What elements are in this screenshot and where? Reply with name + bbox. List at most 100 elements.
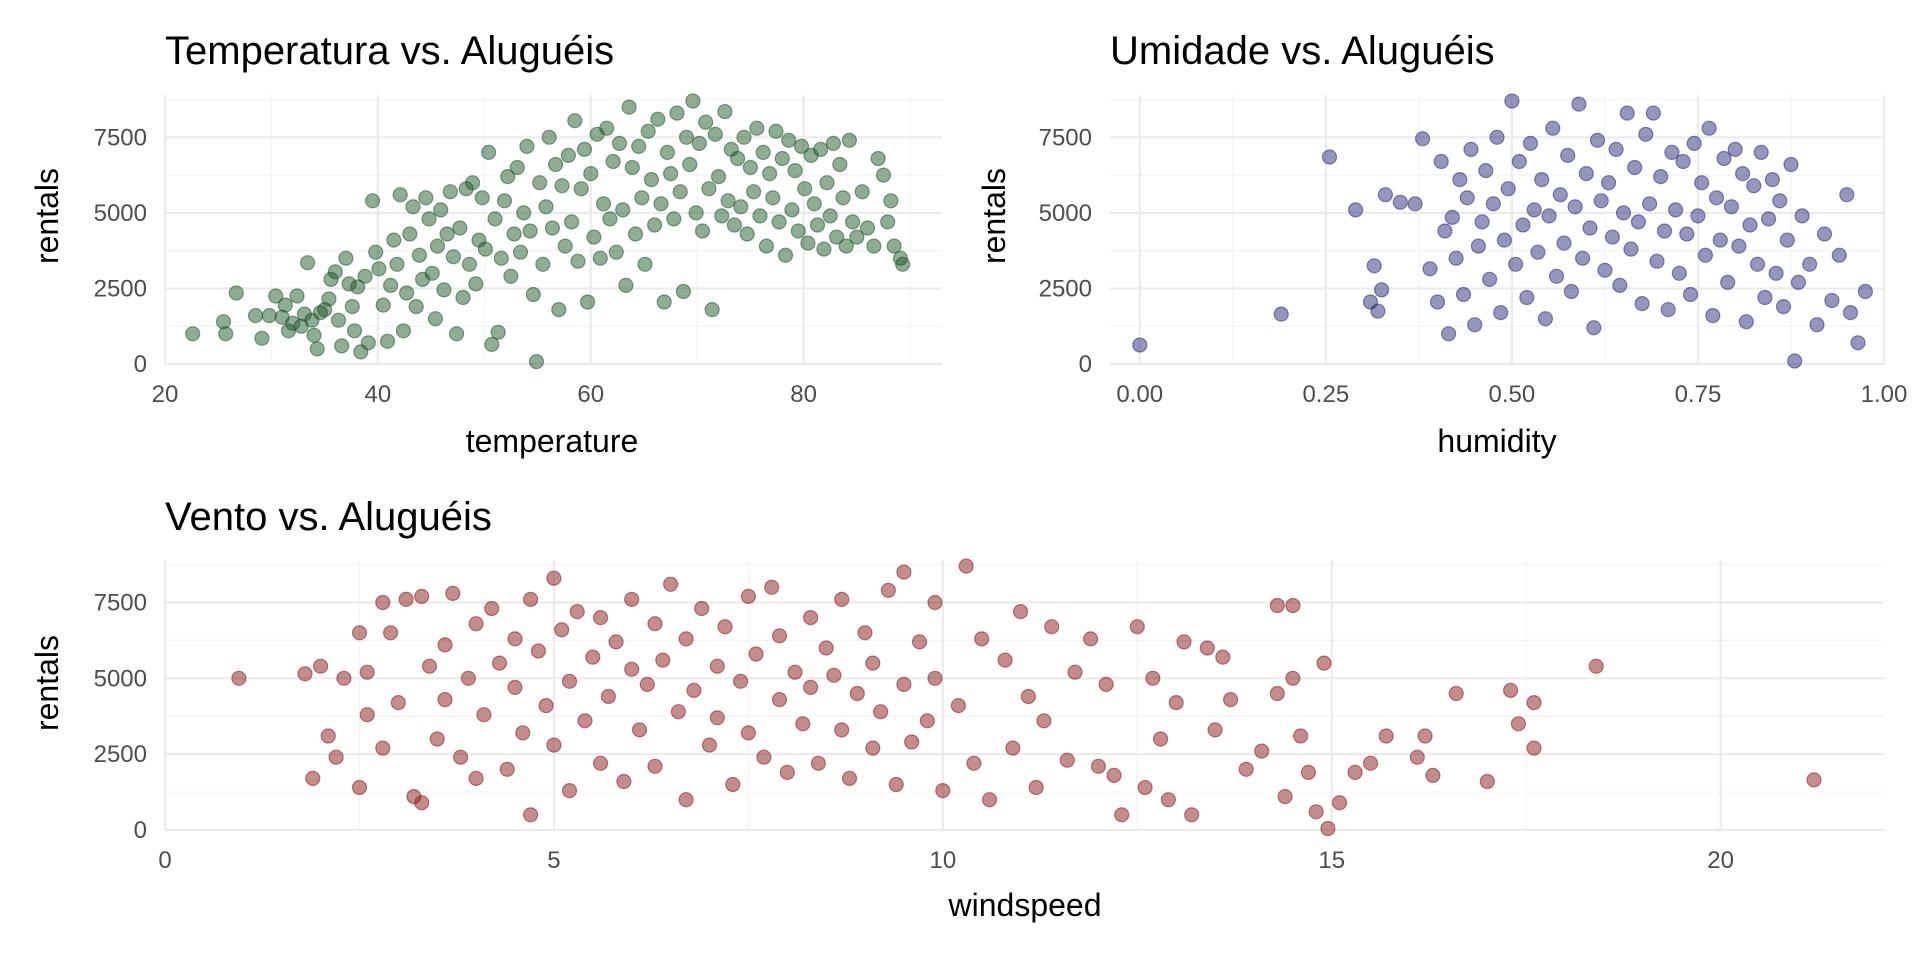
windspeed-data-point	[585, 649, 601, 665]
windspeed-data-point	[732, 673, 749, 689]
temperature-data-point	[289, 288, 305, 304]
temperature-data-point	[599, 120, 615, 136]
humidity-data-point	[1768, 265, 1784, 281]
humidity-x-tick-label: 0.25	[1302, 381, 1349, 408]
temperature-data-point	[481, 144, 497, 160]
windspeed-grid	[163, 560, 1884, 832]
temperature-data-point	[595, 196, 612, 212]
windspeed-data-point	[1409, 749, 1425, 765]
humidity-y-tick-label: 0	[1079, 351, 1092, 378]
windspeed-data-point	[748, 646, 764, 662]
temperature-data-point	[790, 223, 806, 239]
windspeed-data-point	[1067, 664, 1083, 680]
windspeed-data-point	[569, 603, 585, 620]
windspeed-data-point	[453, 749, 469, 765]
temperature-data-point	[688, 205, 704, 221]
windspeed-data-point	[1160, 792, 1177, 808]
humidity-data-point	[1831, 247, 1847, 263]
humidity-data-point	[1749, 256, 1766, 272]
temperature-data-point	[800, 235, 816, 251]
windspeed-data-point	[320, 728, 336, 744]
windspeed-data-point	[1292, 728, 1309, 744]
temperature-data-point	[675, 283, 692, 300]
temperature-data-point	[461, 256, 477, 272]
windspeed-data-point	[1300, 764, 1317, 781]
temperature-data-point	[519, 138, 535, 154]
windspeed-data-point	[468, 770, 484, 787]
humidity-data-point	[1645, 105, 1661, 121]
humidity-data-point	[1392, 194, 1408, 210]
humidity-data-point	[1824, 292, 1840, 309]
temperature-data-point	[828, 229, 845, 245]
temperature-data-point	[402, 226, 418, 242]
temperature-data-point	[627, 226, 644, 242]
windspeed-data-point	[865, 655, 881, 671]
humidity-data-point	[1705, 308, 1721, 324]
humidity-y-tick-label: 7500	[1039, 124, 1092, 151]
temperature-data-point	[816, 241, 832, 257]
temperature-data-point	[793, 138, 810, 154]
temperature-data-point	[544, 220, 561, 236]
temperature-data-point	[218, 326, 234, 342]
temperature-data-point	[379, 333, 396, 349]
temperature-data-point	[640, 123, 656, 139]
humidity-data-point	[1764, 172, 1781, 188]
windspeed-data-point	[647, 616, 663, 632]
temperature-data-point	[439, 226, 455, 242]
temperature-data-point	[365, 193, 381, 209]
humidity-data-point	[1321, 149, 1338, 165]
windspeed-data-point	[1090, 758, 1107, 774]
windspeed-data-point	[1269, 597, 1285, 614]
humidity-x-tick-label: 0.75	[1675, 381, 1722, 408]
humidity-data-point	[1694, 175, 1710, 191]
humidity-data-point	[1850, 335, 1866, 351]
temperature-data-point	[777, 247, 794, 263]
humidity-data-point	[1790, 274, 1807, 290]
windspeed-data-point	[709, 658, 725, 674]
temperature-data-point	[643, 172, 660, 188]
windspeed-data-point	[631, 722, 648, 738]
temperature-data-point	[765, 190, 781, 206]
humidity-data-point	[1534, 172, 1550, 188]
temperature-data-point	[309, 341, 325, 357]
windspeed-data-point	[421, 658, 438, 674]
windspeed-data-point	[779, 764, 795, 781]
windspeed-x-axis-label: windspeed	[948, 887, 1102, 923]
temperature-data-point	[787, 163, 803, 179]
humidity-data-point	[1444, 209, 1460, 225]
windspeed-data-point	[600, 688, 617, 705]
temperature-data-point	[835, 190, 851, 206]
temperature-data-point	[247, 308, 264, 324]
temperature-data-point	[749, 120, 765, 136]
humidity-data-point	[1556, 235, 1572, 251]
temperature-data-point	[844, 214, 861, 230]
windspeed-data-point	[1479, 773, 1495, 790]
windspeed-data-point	[546, 570, 562, 586]
humidity-data-point	[1794, 208, 1810, 224]
windspeed-data-point	[662, 576, 679, 592]
temperature-data-point	[637, 256, 653, 272]
humidity-ticks: 0.00 0.25 0.50 0.75 1.00 0 2500 5000 7500	[1039, 124, 1908, 408]
humidity-data-point	[1660, 302, 1676, 318]
humidity-data-point	[1772, 193, 1788, 209]
windspeed-data-point	[375, 740, 391, 756]
humidity-panel: 0.00 0.25 0.50 0.75 1.00 0 2500 5000 7500 Umidad…	[976, 29, 1907, 459]
temperature-data-point	[883, 193, 899, 209]
windspeed-data-point	[1347, 764, 1363, 781]
humidity-data-point	[1545, 120, 1561, 136]
humidity-data-point	[1563, 283, 1580, 300]
windspeed-data-point	[670, 704, 687, 720]
temperature-data-point	[729, 150, 746, 167]
temperature-data-point	[346, 323, 363, 339]
temperature-data-point	[586, 229, 602, 245]
windspeed-data-point	[1238, 761, 1254, 777]
humidity-data-point	[1615, 205, 1632, 221]
windspeed-data-point	[701, 737, 718, 753]
temperature-points	[185, 93, 911, 370]
humidity-data-point	[1493, 305, 1509, 321]
windspeed-data-point	[1417, 728, 1433, 744]
humidity-data-point	[1816, 226, 1833, 242]
windspeed-data-point	[1005, 740, 1021, 756]
temperature-data-point	[554, 178, 570, 194]
windspeed-data-point	[1425, 767, 1441, 784]
